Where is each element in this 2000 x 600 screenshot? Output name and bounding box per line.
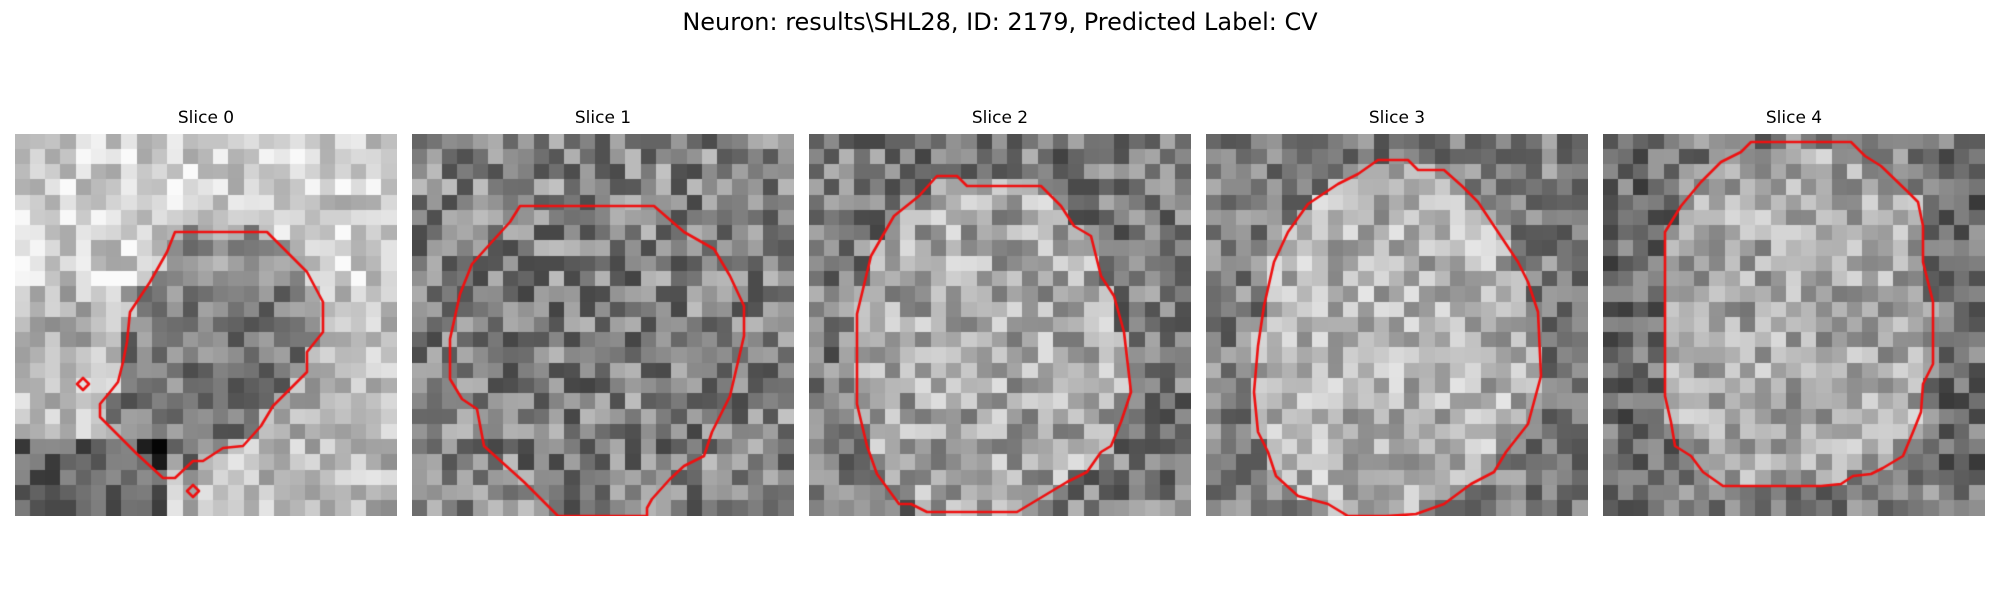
slice-panel-2: Slice 2 [809,108,1191,518]
slice-panel-4: Slice 4 [1603,108,1985,518]
slice-image [1206,134,1588,516]
slice-title: Slice 3 [1368,108,1426,128]
slice-panel-1: Slice 1 [412,108,794,518]
slice-title: Slice 0 [177,108,235,128]
slice-image [412,134,794,516]
slice-image [1603,134,1985,516]
slice-title: Slice 2 [971,108,1029,128]
slice-panel-0: Slice 0 [15,108,397,518]
slice-image [15,134,397,516]
slice-image [809,134,1191,516]
slice-title: Slice 1 [574,108,632,128]
figure-title: Neuron: results\SHL28, ID: 2179, Predict… [682,8,1318,36]
slice-panel-3: Slice 3 [1206,108,1588,518]
slice-title: Slice 4 [1765,108,1823,128]
